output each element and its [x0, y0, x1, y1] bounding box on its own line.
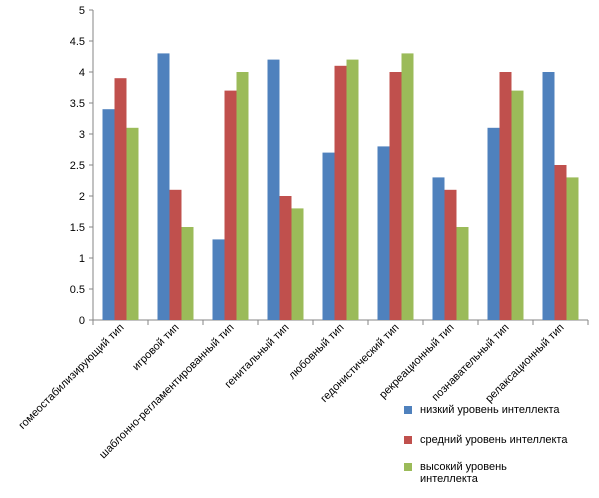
bar	[432, 177, 445, 320]
bar	[511, 90, 524, 320]
category-label: гомеостабилизирующий тип	[17, 322, 127, 432]
bar	[401, 53, 414, 321]
bar	[346, 59, 359, 320]
bar	[279, 196, 292, 320]
y-tick-label: 2.5	[70, 160, 85, 172]
y-tick-label: 4	[79, 67, 85, 79]
bars	[102, 53, 579, 321]
legend-label-high: высокий уровень интеллекта	[420, 461, 507, 485]
bar	[554, 165, 567, 320]
bar	[169, 189, 182, 320]
y-tick-label: 4.5	[70, 36, 85, 48]
y-tick-label: 2	[79, 191, 85, 203]
legend-swatch-medium	[404, 436, 412, 444]
bar	[291, 208, 304, 320]
bar	[267, 59, 280, 320]
bar	[377, 146, 390, 320]
bar	[444, 189, 457, 320]
y-tick-label: 0.5	[70, 284, 85, 296]
bar	[389, 72, 402, 320]
category-label: игровой тип	[130, 322, 181, 373]
bar	[499, 72, 512, 320]
legend-swatch-high	[404, 463, 412, 471]
y-tick-labels: 0 0.5 1 1.5 2 2.5 3 3.5 4 4.5 5	[70, 5, 85, 327]
bar	[236, 72, 249, 320]
legend-item-low: низкий уровень интеллекта	[404, 404, 560, 416]
bar	[487, 127, 500, 320]
bar	[542, 72, 555, 320]
bar	[566, 177, 579, 320]
legend-swatch-low	[404, 406, 412, 414]
y-tick-label: 1.5	[70, 222, 85, 234]
y-tick-label: 5	[79, 5, 85, 17]
y-tick-label: 3	[79, 129, 85, 141]
bar	[157, 53, 170, 321]
bar	[181, 227, 194, 320]
bar	[456, 227, 469, 320]
bar	[224, 90, 237, 320]
legend-label-medium: средний уровень интеллекта	[420, 434, 568, 446]
category-label: любовный тип	[286, 322, 346, 382]
legend-label-low: низкий уровень интеллекта	[420, 404, 560, 416]
bar	[102, 109, 115, 320]
bar	[114, 78, 127, 320]
legend-item-medium: средний уровень интеллекта	[404, 434, 567, 446]
bar	[322, 152, 335, 320]
y-tick-label: 1	[79, 253, 85, 265]
bar	[334, 65, 347, 320]
legend-item-high: высокий уровень интеллекта	[404, 461, 540, 485]
bar	[126, 127, 139, 320]
bar	[212, 239, 225, 320]
y-tick-label: 0	[79, 315, 85, 327]
y-tick-label: 3.5	[70, 98, 85, 110]
